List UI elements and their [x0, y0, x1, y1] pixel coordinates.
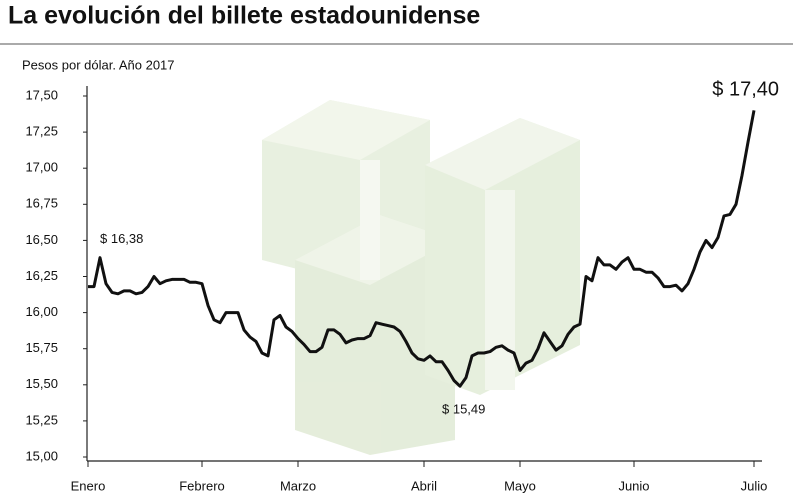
x-tick-label: Abril — [411, 478, 437, 493]
y-tick-label: 16,25 — [25, 268, 58, 283]
y-tick-label: 15,75 — [25, 340, 58, 355]
subtitle: Pesos por dólar. Año 2017 — [22, 57, 175, 72]
x-tick-label: Febrero — [179, 478, 225, 493]
line-series — [88, 110, 756, 388]
y-tick-label: 16,00 — [25, 304, 58, 319]
x-tick-label: Marzo — [280, 478, 316, 493]
x-tick-label: Julio — [741, 478, 768, 493]
value-label: $ 17,40 — [712, 79, 779, 101]
value-label: $ 16,38 — [100, 231, 143, 246]
x-tick-label: Enero — [71, 478, 106, 493]
y-tick-label: 16,75 — [25, 196, 58, 211]
y-tick-label: 17,25 — [25, 124, 58, 139]
y-tick-label: 17,00 — [25, 160, 58, 175]
chart-title: La evolución del billete estadounidense — [8, 2, 480, 30]
x-tick-label: Junio — [618, 478, 649, 493]
y-tick-label: 15,25 — [25, 412, 58, 427]
x-tick-label: Mayo — [504, 478, 536, 493]
y-tick-label: 15,50 — [25, 376, 58, 391]
money-illustration — [262, 100, 580, 455]
value-label: $ 15,49 — [442, 402, 485, 417]
y-tick-label: 17,50 — [25, 87, 58, 102]
y-tick-label: 15,00 — [25, 448, 58, 463]
y-tick-label: 16,50 — [25, 232, 58, 247]
